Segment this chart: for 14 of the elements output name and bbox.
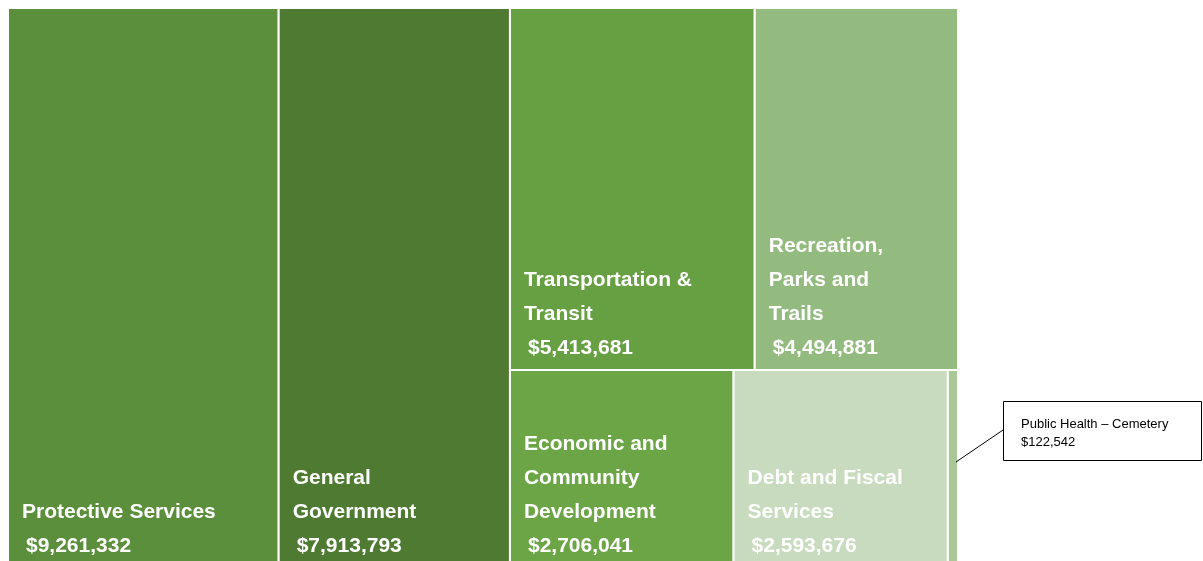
data-label: $122,542 [1021, 434, 1076, 449]
category-label: Economic and Community Development [523, 431, 668, 522]
category-label: Recreation, Parks and Trails [768, 232, 884, 324]
category-label: Debt and Fiscal Services [747, 465, 903, 522]
data-label: $9,261,332 [26, 533, 132, 556]
category-label: Public Health – Cemetery [1021, 416, 1169, 431]
data-label: $2,593,676 [751, 533, 857, 556]
data-label: $7,913,793 [296, 533, 402, 556]
category-label: Protective Services [22, 499, 216, 522]
data-label: $2,706,041 [527, 533, 634, 556]
data-label: $4,494,881 [772, 334, 879, 358]
category-label: General Government [292, 465, 417, 522]
data-label: $5,413,681 [527, 334, 634, 358]
category-label: Transportation & Transit [523, 266, 692, 324]
